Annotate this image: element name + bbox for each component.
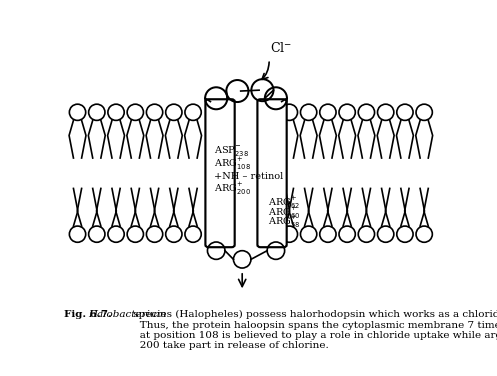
FancyArrowPatch shape: [262, 62, 269, 79]
Text: ARG$^{+}_{60}$: ARG$^{+}_{60}$: [268, 205, 301, 220]
Text: Halobacterium: Halobacterium: [88, 310, 166, 319]
Text: Cl$^{-}$: Cl$^{-}$: [270, 41, 292, 55]
Text: Fig. 6.7.: Fig. 6.7.: [64, 310, 112, 319]
FancyBboxPatch shape: [257, 99, 287, 247]
FancyBboxPatch shape: [205, 99, 235, 247]
Text: ARG$^{+}_{108}$: ARG$^{+}_{108}$: [214, 156, 251, 172]
Text: ARG$^{+}_{200}$: ARG$^{+}_{200}$: [214, 181, 251, 197]
Text: ARG$^{+}_{62}$: ARG$^{+}_{62}$: [268, 195, 300, 211]
Text: species (Halopheles) possess halorhodopsin which works as a chloride pump.
   Th: species (Halopheles) possess halorhodops…: [130, 310, 497, 350]
Text: +NH – retinol: +NH – retinol: [214, 172, 283, 181]
Text: ASP$^{-}_{238}$: ASP$^{-}_{238}$: [214, 144, 249, 158]
Text: ARG$^{+}_{58}$: ARG$^{+}_{58}$: [268, 214, 301, 230]
